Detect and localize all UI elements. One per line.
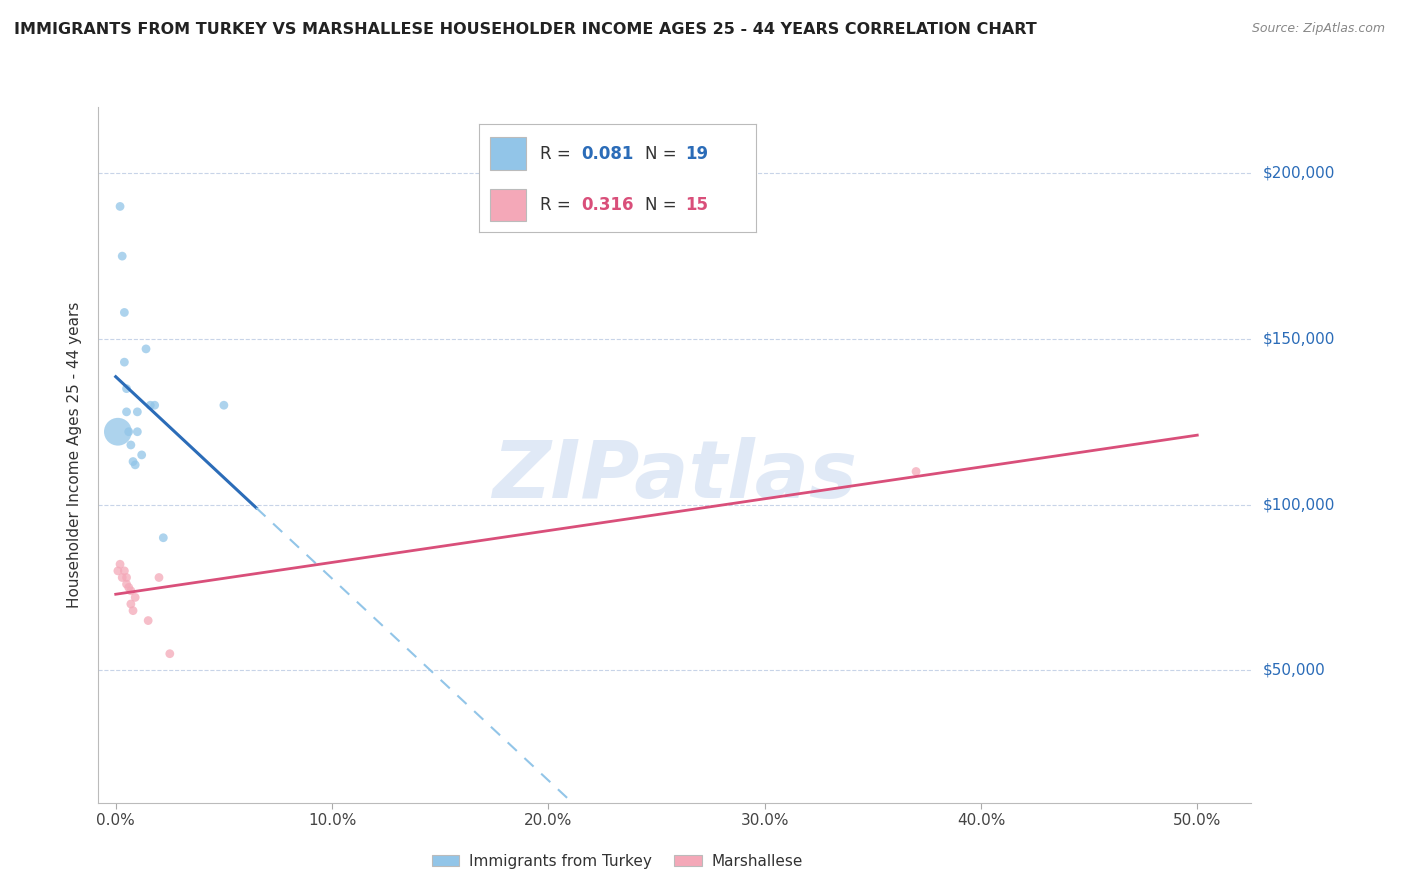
Point: [107, 564, 129, 578]
Point: [124, 458, 146, 472]
Point: [152, 531, 174, 545]
Text: Source: ZipAtlas.com: Source: ZipAtlas.com: [1251, 22, 1385, 36]
Point: [118, 581, 141, 595]
Point: [112, 355, 135, 369]
Point: [159, 647, 181, 661]
Text: $150,000: $150,000: [1263, 332, 1334, 346]
Text: IMMIGRANTS FROM TURKEY VS MARSHALLESE HOUSEHOLDER INCOME AGES 25 - 44 YEARS CORR: IMMIGRANTS FROM TURKEY VS MARSHALLESE HO…: [14, 22, 1036, 37]
Legend: Immigrants from Turkey, Marshallese: Immigrants from Turkey, Marshallese: [426, 848, 808, 875]
Point: [905, 465, 928, 479]
Point: [118, 425, 141, 439]
Point: [120, 438, 142, 452]
Text: $100,000: $100,000: [1263, 497, 1334, 512]
Point: [108, 558, 131, 572]
Point: [135, 342, 157, 356]
Point: [148, 570, 170, 584]
Point: [115, 382, 138, 396]
Point: [112, 564, 135, 578]
Point: [111, 570, 134, 584]
Point: [122, 454, 145, 468]
Point: [112, 305, 135, 319]
Text: ZIPatlas: ZIPatlas: [492, 437, 858, 515]
Point: [120, 597, 142, 611]
Text: $200,000: $200,000: [1263, 166, 1334, 181]
Point: [127, 405, 149, 419]
Point: [212, 398, 235, 412]
Point: [108, 199, 131, 213]
Point: [115, 577, 138, 591]
Point: [127, 425, 149, 439]
Point: [111, 249, 134, 263]
Point: [115, 405, 138, 419]
Point: [143, 398, 166, 412]
Point: [115, 570, 138, 584]
Y-axis label: Householder Income Ages 25 - 44 years: Householder Income Ages 25 - 44 years: [67, 301, 83, 608]
Point: [122, 604, 145, 618]
Point: [139, 398, 162, 412]
Point: [120, 583, 142, 598]
Point: [131, 448, 153, 462]
Text: $50,000: $50,000: [1263, 663, 1326, 678]
Point: [136, 614, 159, 628]
Point: [107, 425, 129, 439]
Point: [124, 591, 146, 605]
